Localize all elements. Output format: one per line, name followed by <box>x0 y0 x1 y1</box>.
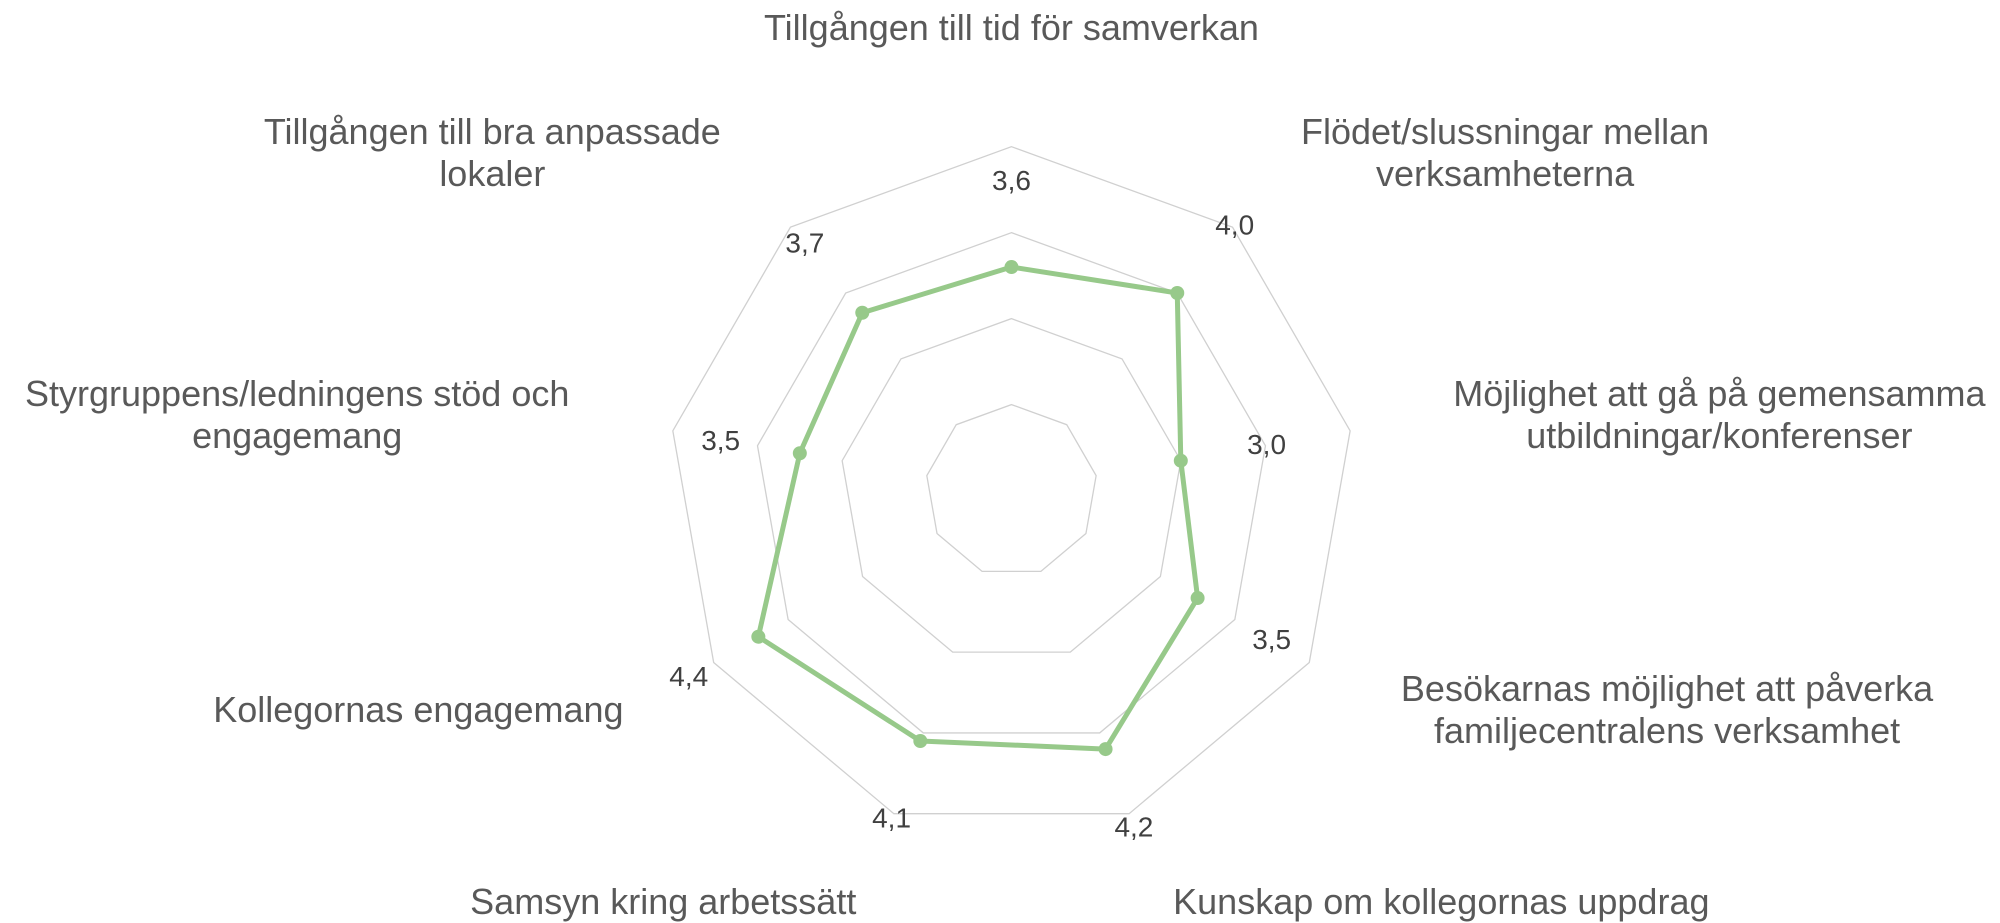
data-point <box>1170 285 1185 300</box>
data-point <box>913 733 928 748</box>
data-label: 4,0 <box>1215 209 1254 240</box>
data-label: 3,7 <box>785 227 824 258</box>
data-point <box>751 629 766 644</box>
category-label: Besökarnas möjlighet att påverka familje… <box>1400 668 1934 752</box>
grid-ring <box>756 231 1267 734</box>
data-label: 4,4 <box>669 661 708 692</box>
category-label: Möjlighet att gå på gemensamma utbildnin… <box>1453 372 1986 456</box>
data-label: 4,1 <box>872 803 911 834</box>
category-label: Flödet/slussningar mellan verksamheterna <box>1300 111 1710 195</box>
category-label: Kollegornas engagemang <box>213 689 624 731</box>
series-line <box>755 264 1201 752</box>
category-label: Tillgången till bra anpassade lokaler <box>263 111 721 195</box>
data-label: 3,5 <box>1252 624 1291 655</box>
data-point <box>855 305 870 320</box>
data-point <box>1173 453 1188 468</box>
category-label: Samsyn kring arbetssätt <box>470 880 857 922</box>
data-label: 3,0 <box>1247 429 1286 460</box>
data-label: 3,6 <box>992 165 1031 196</box>
category-label: Kunskap om kollegornas uppdrag <box>1173 880 1710 922</box>
data-point <box>792 446 807 461</box>
data-point <box>1004 260 1019 275</box>
grid-ring <box>926 403 1097 572</box>
data-point <box>1190 591 1205 606</box>
category-label: Tillgången till tid för samverkan <box>764 7 1259 49</box>
grid-ring <box>841 317 1182 653</box>
data-label: 4,2 <box>1114 811 1153 842</box>
category-label: Styrgruppens/ledningens stöd och engagem… <box>25 372 570 456</box>
data-label: 3,5 <box>701 425 740 456</box>
data-point <box>1098 742 1113 757</box>
grid-ring <box>672 145 1351 815</box>
